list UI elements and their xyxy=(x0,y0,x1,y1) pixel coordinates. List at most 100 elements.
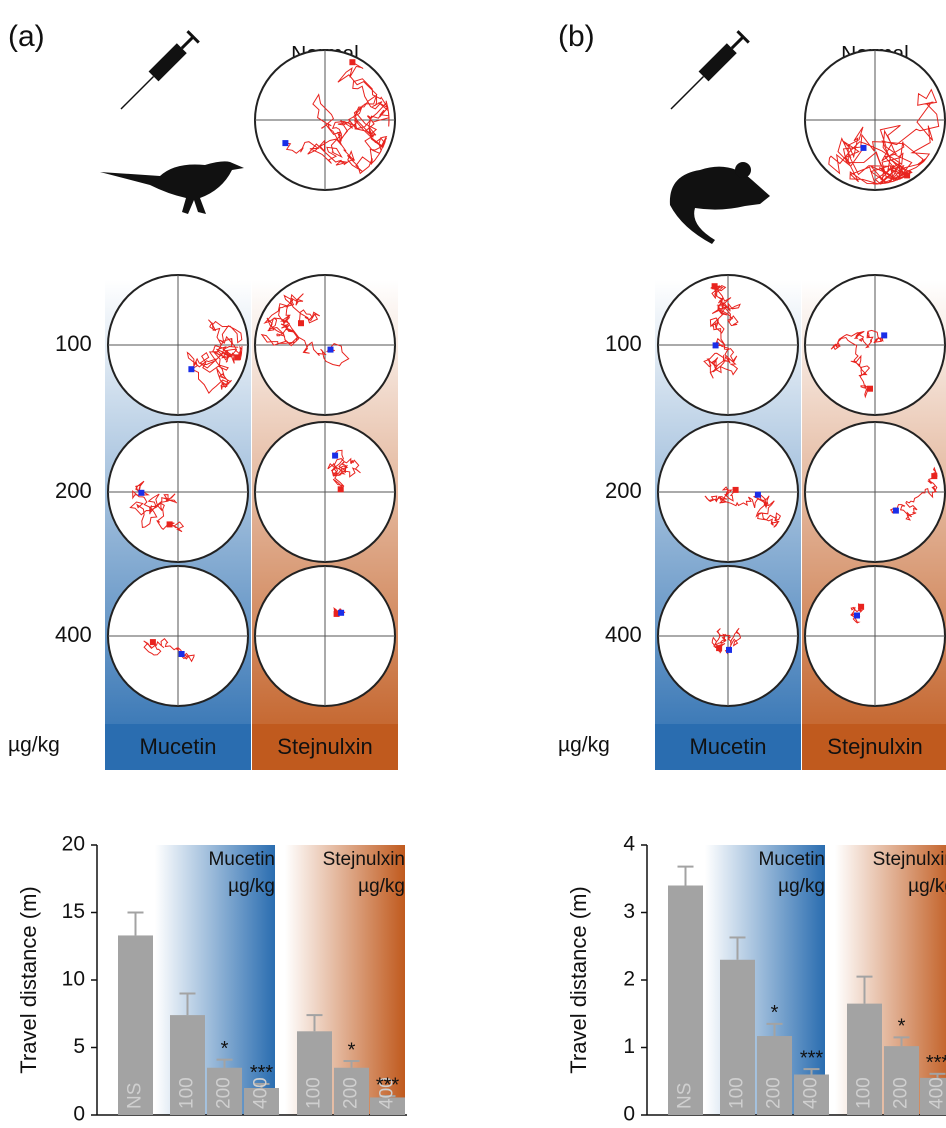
syringe-body xyxy=(149,43,187,81)
start-marker xyxy=(861,145,867,151)
bar xyxy=(668,886,703,1116)
x-tick-label: 200 xyxy=(764,1077,785,1109)
y-tick-label: 5 xyxy=(73,1035,85,1058)
start-marker xyxy=(138,490,144,496)
x-tick-label: 200 xyxy=(214,1077,235,1109)
category-label-group: 200 xyxy=(341,1077,362,1109)
panel-label: (b) xyxy=(558,20,595,53)
end-marker xyxy=(349,59,355,65)
category-label-group: 400 xyxy=(927,1077,946,1109)
end-marker xyxy=(338,486,344,492)
group-unit: µg/kg xyxy=(228,876,275,897)
x-tick-label: 200 xyxy=(341,1077,362,1109)
treatment-label: Stejnulxin xyxy=(277,734,372,759)
start-marker xyxy=(881,332,887,338)
x-tick-label: 400 xyxy=(801,1077,822,1109)
category-label-group: NS xyxy=(675,1083,696,1109)
syringe-plunger xyxy=(732,37,743,48)
y-tick-label: 1 xyxy=(623,1035,635,1058)
end-marker xyxy=(931,473,937,479)
end-marker xyxy=(150,639,156,645)
significance: *** xyxy=(250,1062,274,1084)
x-tick-label: 100 xyxy=(177,1077,198,1109)
group-unit: µg/kg xyxy=(358,876,405,897)
dose-label: 200 xyxy=(55,478,92,503)
end-marker xyxy=(904,172,910,178)
y-axis-title: Travel distance (m) xyxy=(16,886,41,1073)
category-label-group: 100 xyxy=(854,1077,875,1109)
treatment-label: Mucetin xyxy=(689,734,766,759)
x-tick-label: 400 xyxy=(927,1077,946,1109)
y-tick-label: 20 xyxy=(62,833,85,856)
mouse-ear xyxy=(735,162,751,178)
end-marker xyxy=(867,386,873,392)
group-label: Stejnulxin xyxy=(873,849,946,870)
end-marker xyxy=(733,487,739,493)
x-tick-label: 200 xyxy=(891,1077,912,1109)
y-tick-label: 2 xyxy=(623,968,635,991)
start-marker xyxy=(179,651,185,657)
y-axis-title-group: Travel distance (m) xyxy=(566,886,591,1073)
group-label: Mucetin xyxy=(758,849,825,870)
y-axis-title-group: Travel distance (m) xyxy=(16,886,41,1073)
end-marker xyxy=(858,604,864,610)
significance: *** xyxy=(376,1074,400,1096)
dose-label: 200 xyxy=(605,478,642,503)
dose-label: 100 xyxy=(55,331,92,356)
mouse-icon xyxy=(670,167,770,244)
category-label-group: 100 xyxy=(304,1077,325,1109)
y-tick-label: 10 xyxy=(62,968,85,991)
end-marker xyxy=(234,354,240,360)
y-tick-label: 4 xyxy=(623,833,635,856)
significance: * xyxy=(898,1016,906,1038)
start-marker xyxy=(188,366,194,372)
category-label-group: 200 xyxy=(214,1077,235,1109)
category-label-group: 200 xyxy=(764,1077,785,1109)
group-unit: µg/kg xyxy=(778,876,825,897)
start-marker xyxy=(282,140,288,146)
start-marker xyxy=(854,613,860,619)
category-label-group: NS xyxy=(125,1083,146,1109)
start-marker xyxy=(755,492,761,498)
x-tick-label: NS xyxy=(675,1083,696,1109)
x-tick-label: NS xyxy=(125,1083,146,1109)
dose-unit: µg/kg xyxy=(8,734,60,757)
dose-label: 400 xyxy=(55,622,92,647)
start-marker xyxy=(328,347,334,353)
bird-icon xyxy=(100,161,244,214)
significance: * xyxy=(221,1038,229,1060)
x-tick-label: 100 xyxy=(304,1077,325,1109)
x-tick-label: 100 xyxy=(727,1077,748,1109)
end-marker xyxy=(716,645,722,651)
group-label: Mucetin xyxy=(208,849,275,870)
y-tick-label: 3 xyxy=(623,900,635,923)
syringe-icon xyxy=(115,31,198,114)
y-tick-label: 0 xyxy=(73,1103,85,1126)
significance: * xyxy=(771,1002,779,1024)
figure: (a)NormalSaline100200400µg/kgMucetinStej… xyxy=(0,0,946,1128)
treatment-label: Mucetin xyxy=(139,734,216,759)
significance: *** xyxy=(800,1047,824,1069)
y-axis-title: Travel distance (m) xyxy=(566,886,591,1073)
y-tick-label: 0 xyxy=(623,1103,635,1126)
dose-label: 100 xyxy=(605,331,642,356)
x-tick-label: 100 xyxy=(854,1077,875,1109)
syringe-body xyxy=(699,43,737,81)
syringe-icon xyxy=(665,31,748,114)
treatment-label: Stejnulxin xyxy=(827,734,922,759)
start-marker xyxy=(332,453,338,459)
start-marker xyxy=(713,342,719,348)
significance: *** xyxy=(926,1052,946,1074)
start-marker xyxy=(726,647,732,653)
syringe-needle xyxy=(671,76,704,109)
dose-unit: µg/kg xyxy=(558,734,610,757)
significance: * xyxy=(348,1039,356,1061)
start-marker xyxy=(893,508,899,514)
syringe-needle xyxy=(121,76,154,109)
category-label-group: 100 xyxy=(727,1077,748,1109)
end-marker xyxy=(712,283,718,289)
category-label-group: 200 xyxy=(891,1077,912,1109)
start-marker xyxy=(338,610,344,616)
syringe-plunger xyxy=(182,37,193,48)
category-label-group: 400 xyxy=(801,1077,822,1109)
